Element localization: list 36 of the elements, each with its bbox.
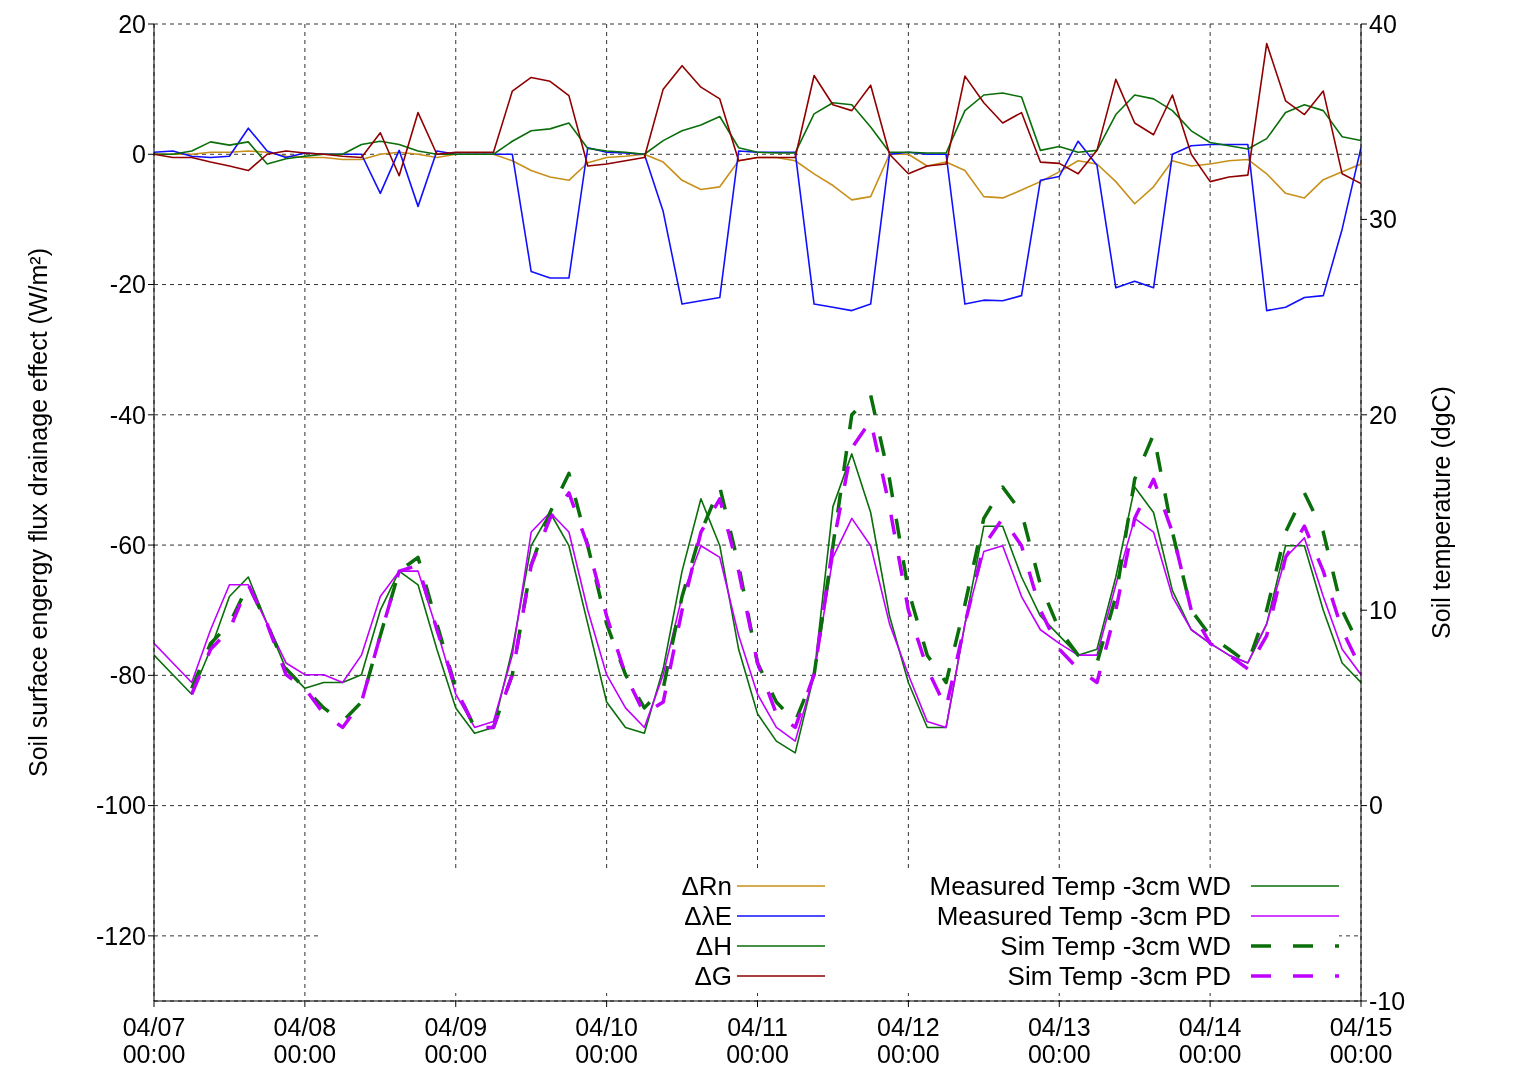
legend-label: ΔλE xyxy=(683,900,732,932)
y-tick-label: -60 xyxy=(109,530,146,559)
line-series xyxy=(154,92,1361,165)
x-tick-label: 04/07 00:00 xyxy=(122,1012,186,1068)
y2-tick-label: 40 xyxy=(1369,9,1397,38)
legend-label: Sim Temp -3cm PD xyxy=(1006,960,1231,992)
x-tick-label: 04/10 00:00 xyxy=(575,1012,638,1068)
x-tick-label: 04/13 00:00 xyxy=(1027,1012,1091,1068)
y2-tick-label: 30 xyxy=(1369,205,1397,234)
y2-tick-label: 20 xyxy=(1369,400,1397,429)
y2-tick-label: 0 xyxy=(1369,791,1383,820)
legend-label: ΔRn xyxy=(680,870,732,902)
legend-label: Sim Temp -3cm WD xyxy=(999,930,1231,962)
x-tick-label: 04/15 00:00 xyxy=(1329,1012,1393,1068)
y-tick-label: -120 xyxy=(95,921,146,950)
legend-label: ΔH xyxy=(694,930,732,962)
y-tick-label: -40 xyxy=(109,400,146,429)
legend-label: Measured Temp -3cm PD xyxy=(935,900,1231,932)
y-tick-label: 20 xyxy=(118,9,146,38)
y-axis-title: Soil surface engergy flux drainage effect (W/m²) xyxy=(23,248,52,777)
legend-label: Measured Temp -3cm WD xyxy=(928,870,1231,902)
line-series xyxy=(154,127,1361,312)
y2-tick-label: -10 xyxy=(1369,986,1406,1015)
y-tick-label: -100 xyxy=(95,791,146,820)
y-tick-label: 0 xyxy=(132,140,146,169)
y2-axis-title: Soil temperature (dgC) xyxy=(1426,386,1455,639)
legend-label: ΔG xyxy=(693,960,732,992)
y-tick-label: -20 xyxy=(109,270,146,299)
x-tick-label: 04/11 00:00 xyxy=(726,1012,789,1068)
x-tick-label: 04/08 00:00 xyxy=(273,1012,337,1068)
y2-tick-label: 10 xyxy=(1369,596,1397,625)
x-tick-label: 04/09 00:00 xyxy=(424,1012,488,1068)
y-tick-label: -80 xyxy=(109,661,146,690)
x-tick-label: 04/12 00:00 xyxy=(877,1012,940,1068)
line-series xyxy=(154,42,1361,185)
x-tick-label: 04/14 00:00 xyxy=(1178,1012,1242,1068)
